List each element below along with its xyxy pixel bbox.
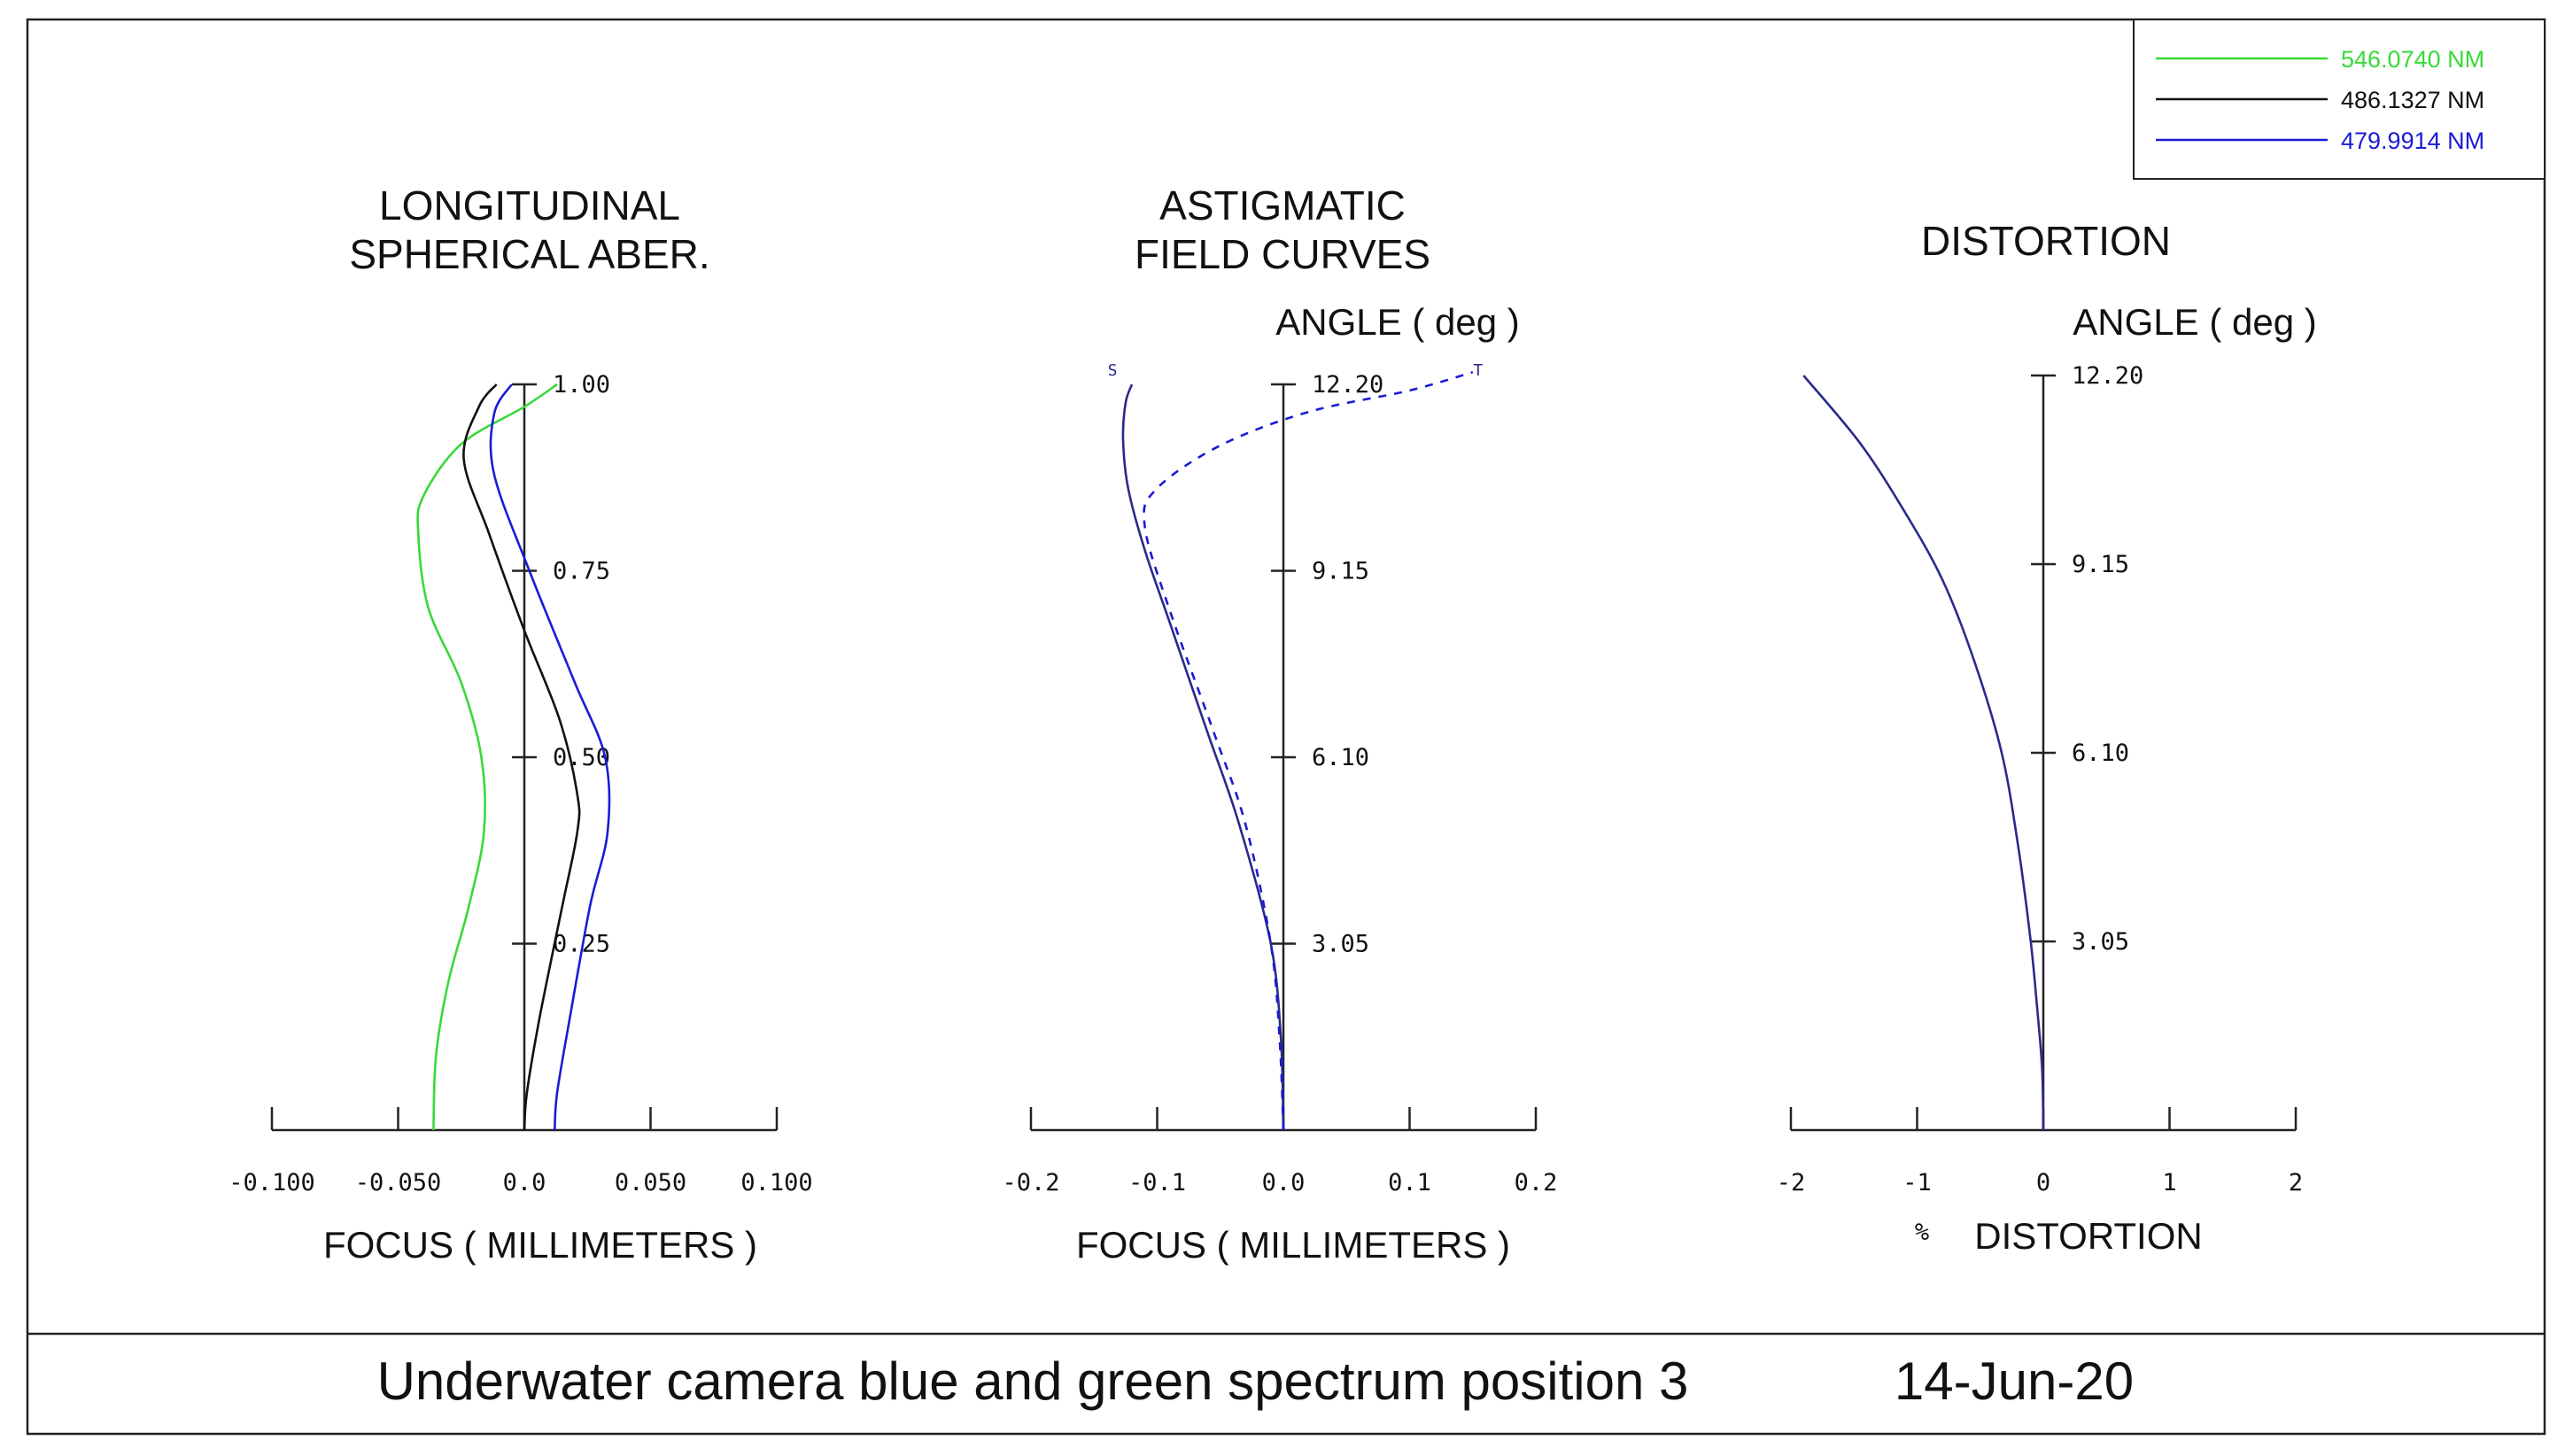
sagittal-curve-label: S <box>1108 361 1118 380</box>
x-tick-label: 0.2 <box>1515 1169 1558 1197</box>
y-tick-label: 3.05 <box>1312 931 1369 958</box>
series-line-486-1327-nm <box>462 383 581 1131</box>
chart-title: DISTORTION <box>1921 218 2171 264</box>
x-tick-label: 0.050 <box>615 1169 686 1197</box>
legend-label: 546.0740 NM <box>2341 46 2484 73</box>
x-tick-label: -0.1 <box>1128 1169 1186 1197</box>
y-axis-label: ANGLE ( deg ) <box>2073 301 2316 343</box>
x-tick-label: 0.100 <box>740 1169 812 1197</box>
x-tick-label: 0.0 <box>1262 1169 1306 1197</box>
tangential-curve-label: T <box>1473 361 1483 380</box>
footer-date: 14-Jun-20 <box>1895 1351 2134 1411</box>
y-tick-label: 3.05 <box>2072 928 2129 956</box>
series-line-distortion <box>1802 375 2045 1131</box>
y-tick-label: 1.00 <box>553 371 610 399</box>
x-axis-label: FOCUS ( MILLIMETERS ) <box>323 1224 757 1266</box>
y-tick-label: 12.20 <box>2072 362 2143 390</box>
x-axis-label: FOCUS ( MILLIMETERS ) <box>1076 1224 1510 1266</box>
legend-label: 479.9914 NM <box>2341 128 2484 154</box>
y-tick-label: 0.75 <box>553 558 610 585</box>
chart-title: LONGITUDINAL <box>379 182 680 228</box>
legend: 546.0740 NM 486.1327 NM 479.9914 NM <box>2133 19 2546 180</box>
x-tick-label: -0.100 <box>229 1169 315 1197</box>
x-tick-label: 1 <box>2162 1169 2176 1197</box>
y-axis-label: ANGLE ( deg ) <box>1275 301 1519 343</box>
chart-title: FIELD CURVES <box>1135 231 1430 277</box>
chart-panel-3: DISTORTION ANGLE ( deg ) -2 -1 0 1 2 DISTORTION… <box>1777 218 2317 1257</box>
series-line-546-0740-nm <box>416 383 558 1131</box>
y-tick-label: 12.20 <box>1312 371 1383 399</box>
series-line-t <box>1143 370 1474 1131</box>
x-tick-label: 0 <box>2036 1169 2050 1197</box>
x-unit-symbol: % <box>1915 1219 1929 1246</box>
outer-frame <box>26 18 2546 1436</box>
y-tick-label: 9.15 <box>1312 558 1369 585</box>
chart-title: ASTIGMATIC <box>1159 182 1406 228</box>
y-tick-label: 6.10 <box>1312 744 1369 771</box>
x-tick-label: -0.050 <box>355 1169 442 1197</box>
chart-title: SPHERICAL ABER. <box>349 231 709 277</box>
series-line-s <box>1121 383 1285 1131</box>
x-tick-label: -1 <box>1902 1169 1932 1197</box>
y-tick-label: 9.15 <box>2072 551 2129 578</box>
series-line-479-9914-nm <box>489 383 611 1131</box>
x-tick-label: -2 <box>1777 1169 1806 1197</box>
footer-title: Underwater camera blue and green spectru… <box>377 1351 1689 1411</box>
x-tick-label: 0.1 <box>1388 1169 1431 1197</box>
legend-label: 486.1327 NM <box>2341 87 2484 113</box>
y-tick-label: 6.10 <box>2072 740 2129 767</box>
x-axis-label: DISTORTION <box>1974 1215 2202 1257</box>
x-tick-label: -0.2 <box>1002 1169 1059 1197</box>
x-tick-label: 0.0 <box>503 1169 546 1197</box>
y-tick-label: 0.50 <box>553 744 610 771</box>
x-tick-label: 2 <box>2289 1169 2303 1197</box>
